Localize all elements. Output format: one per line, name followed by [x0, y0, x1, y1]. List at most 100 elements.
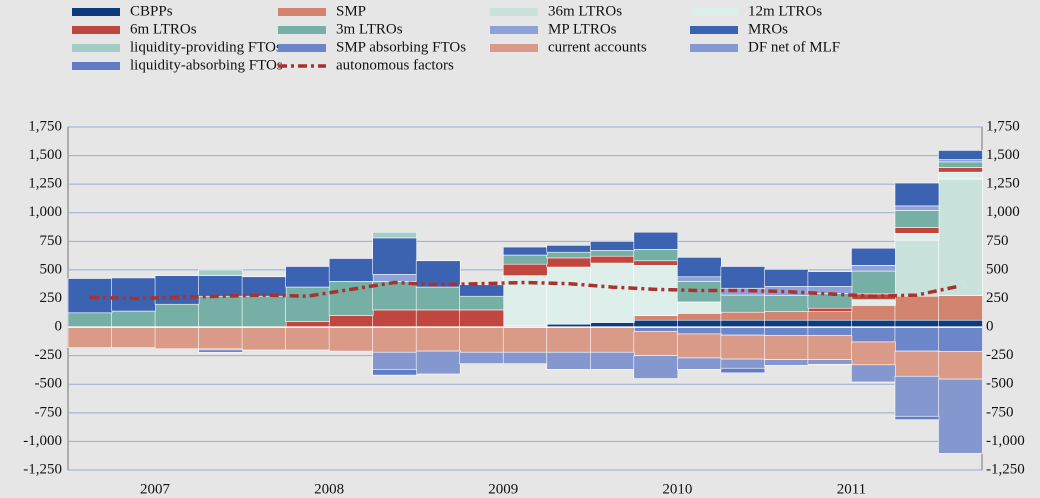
x-tick-label: 2009	[488, 481, 518, 497]
legend-swatch	[690, 44, 738, 52]
area-segment	[459, 351, 505, 364]
y-tick-label: -500	[35, 376, 63, 392]
y2-tick-label: 1,250	[986, 176, 1020, 192]
y2-tick-label: -750	[986, 404, 1014, 420]
area-segment	[241, 276, 287, 297]
area-segment	[851, 270, 896, 295]
legend-swatch	[72, 26, 120, 34]
area-segment	[677, 257, 722, 278]
area-segment	[241, 326, 287, 351]
area-segment	[633, 231, 679, 250]
area-segment	[415, 286, 461, 311]
area-segment	[938, 161, 983, 168]
area-segment	[807, 326, 853, 336]
area-segment	[894, 326, 940, 352]
area-segment	[546, 257, 592, 268]
area-segment	[372, 231, 417, 239]
area-segment	[372, 326, 417, 353]
area-segment	[851, 319, 896, 328]
area-segment	[894, 233, 940, 241]
area-segment	[894, 415, 940, 420]
area-segment	[677, 301, 722, 314]
area-segment	[633, 331, 679, 356]
area-segment	[502, 254, 548, 265]
area-segment	[894, 182, 940, 207]
legend-swatch	[278, 26, 326, 34]
area-segment	[546, 351, 592, 370]
area-segment	[502, 326, 548, 353]
area-segment	[938, 150, 983, 160]
legend-label: MP LTROs	[548, 21, 617, 37]
area-segment	[546, 266, 592, 325]
y-tick-label: -1,250	[23, 461, 62, 477]
area-segment	[938, 295, 983, 321]
legend-swatch	[72, 62, 120, 70]
area-segment	[372, 281, 417, 311]
area-segment	[502, 351, 548, 364]
area-segment	[589, 250, 635, 257]
legend-swatch	[690, 26, 738, 34]
area-segment	[677, 333, 722, 359]
area-segment	[807, 335, 853, 360]
area-segment	[807, 359, 853, 365]
y2-tick-label: 1,750	[986, 118, 1020, 134]
area-segment	[677, 313, 722, 321]
area-segment	[633, 355, 679, 379]
y-tick-label: 1,500	[28, 147, 62, 163]
area-segment	[851, 265, 896, 272]
area-segment	[677, 276, 722, 282]
legend-label: SMP	[336, 3, 366, 19]
area-segment	[589, 255, 635, 264]
area-segment	[285, 266, 330, 288]
area-segment	[372, 237, 417, 275]
y2-tick-label: 500	[986, 261, 1009, 277]
legend-label: CBPPs	[130, 3, 173, 19]
area-segment	[546, 245, 592, 253]
area-segment	[764, 335, 809, 360]
y-tick-label: 1,000	[28, 204, 62, 220]
area-segment	[415, 326, 461, 352]
area-segment	[459, 309, 505, 328]
area-segment	[415, 309, 461, 328]
area-segment	[502, 263, 548, 276]
y-tick-label: 0	[55, 319, 63, 335]
legend-label: DF net of MLF	[748, 39, 840, 55]
y-tick-label: -1,000	[23, 433, 62, 449]
area-segment	[807, 319, 853, 328]
y2-tick-label: -500	[986, 376, 1014, 392]
area-segment	[285, 326, 330, 351]
area-segment	[328, 315, 374, 328]
area-segment	[807, 271, 853, 287]
legend-swatch	[278, 8, 326, 16]
area-segment	[720, 326, 766, 336]
area-segment	[894, 295, 940, 321]
area-segment	[894, 319, 940, 328]
area-segment	[938, 351, 983, 380]
area-segment	[677, 357, 722, 370]
area-segment	[894, 350, 940, 377]
area-segment	[546, 326, 592, 353]
y2-tick-label: 250	[986, 290, 1009, 306]
area-segment	[720, 294, 766, 313]
area-segment	[154, 303, 200, 328]
legend-label: 6m LTROs	[130, 21, 197, 37]
area-segment	[938, 326, 983, 352]
legend-swatch	[278, 44, 326, 52]
y-tick-label: 1,250	[28, 176, 62, 192]
area-segment	[198, 275, 243, 297]
area-segment	[198, 349, 243, 353]
area-segment	[720, 311, 766, 321]
area-segment	[720, 319, 766, 328]
area-segment	[764, 269, 809, 287]
area-segment	[198, 269, 243, 276]
legend-swatch	[690, 8, 738, 16]
x-tick-label: 2008	[314, 481, 344, 497]
legend-label: liquidity-absorbing FTOs	[130, 57, 283, 73]
area-segment	[198, 326, 243, 350]
area-segment	[938, 178, 983, 296]
legend-label: MROs	[748, 21, 788, 37]
area-segment	[894, 239, 940, 297]
area-segment	[589, 241, 635, 251]
area-segment	[677, 319, 722, 328]
y2-tick-label: 1,500	[986, 147, 1020, 163]
